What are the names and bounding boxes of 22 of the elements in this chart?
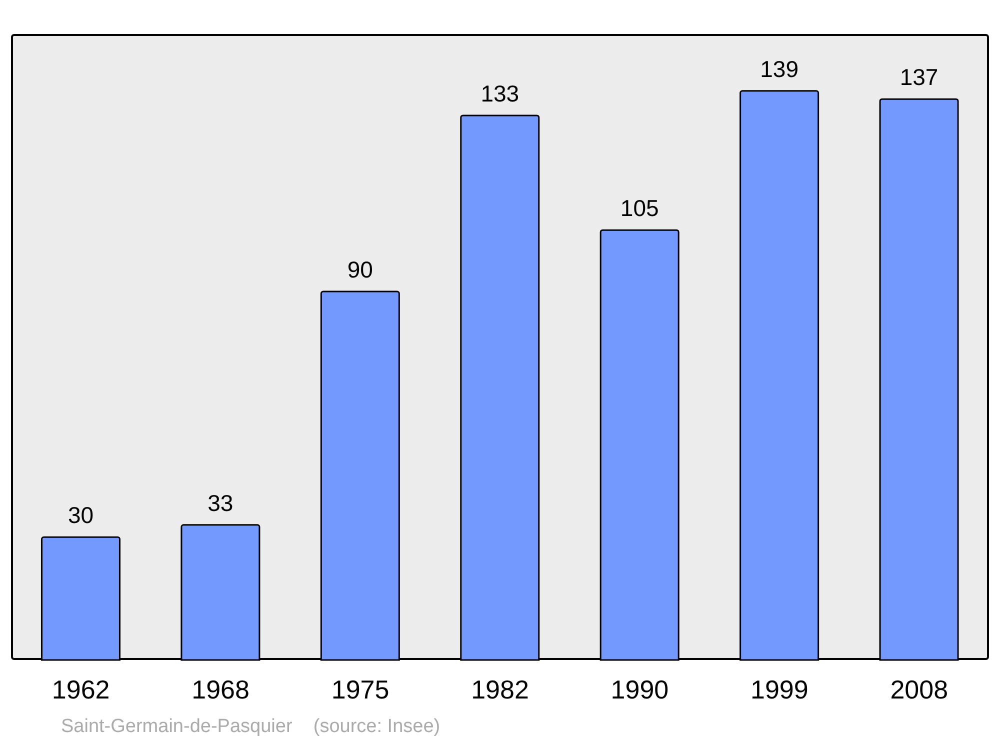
- x-tick-label: 1999: [750, 674, 808, 704]
- data-label: 133: [480, 80, 520, 106]
- x-tick-label: 1968: [192, 674, 250, 704]
- bar: [600, 229, 680, 661]
- bar: [879, 98, 959, 661]
- data-label: 33: [208, 490, 234, 516]
- text: Saint-Germain-de-Pasquier (source: Insee): [61, 716, 440, 738]
- bar: [180, 524, 260, 661]
- x-tick-label: 1990: [610, 674, 669, 704]
- bar: [320, 290, 400, 661]
- x-tick-label: 2008: [890, 674, 948, 704]
- x-tick-label: 1962: [52, 674, 110, 704]
- bar: [740, 90, 820, 661]
- data-label: 105: [620, 195, 659, 222]
- bar: [40, 536, 120, 661]
- data-label: 137: [900, 64, 938, 90]
- data-label: 30: [68, 502, 94, 528]
- bar: [460, 114, 540, 661]
- x-tick-label: 1975: [331, 674, 390, 704]
- data-label: 90: [347, 256, 373, 283]
- x-tick-label: 1982: [471, 674, 529, 704]
- data-label: 139: [760, 56, 798, 82]
